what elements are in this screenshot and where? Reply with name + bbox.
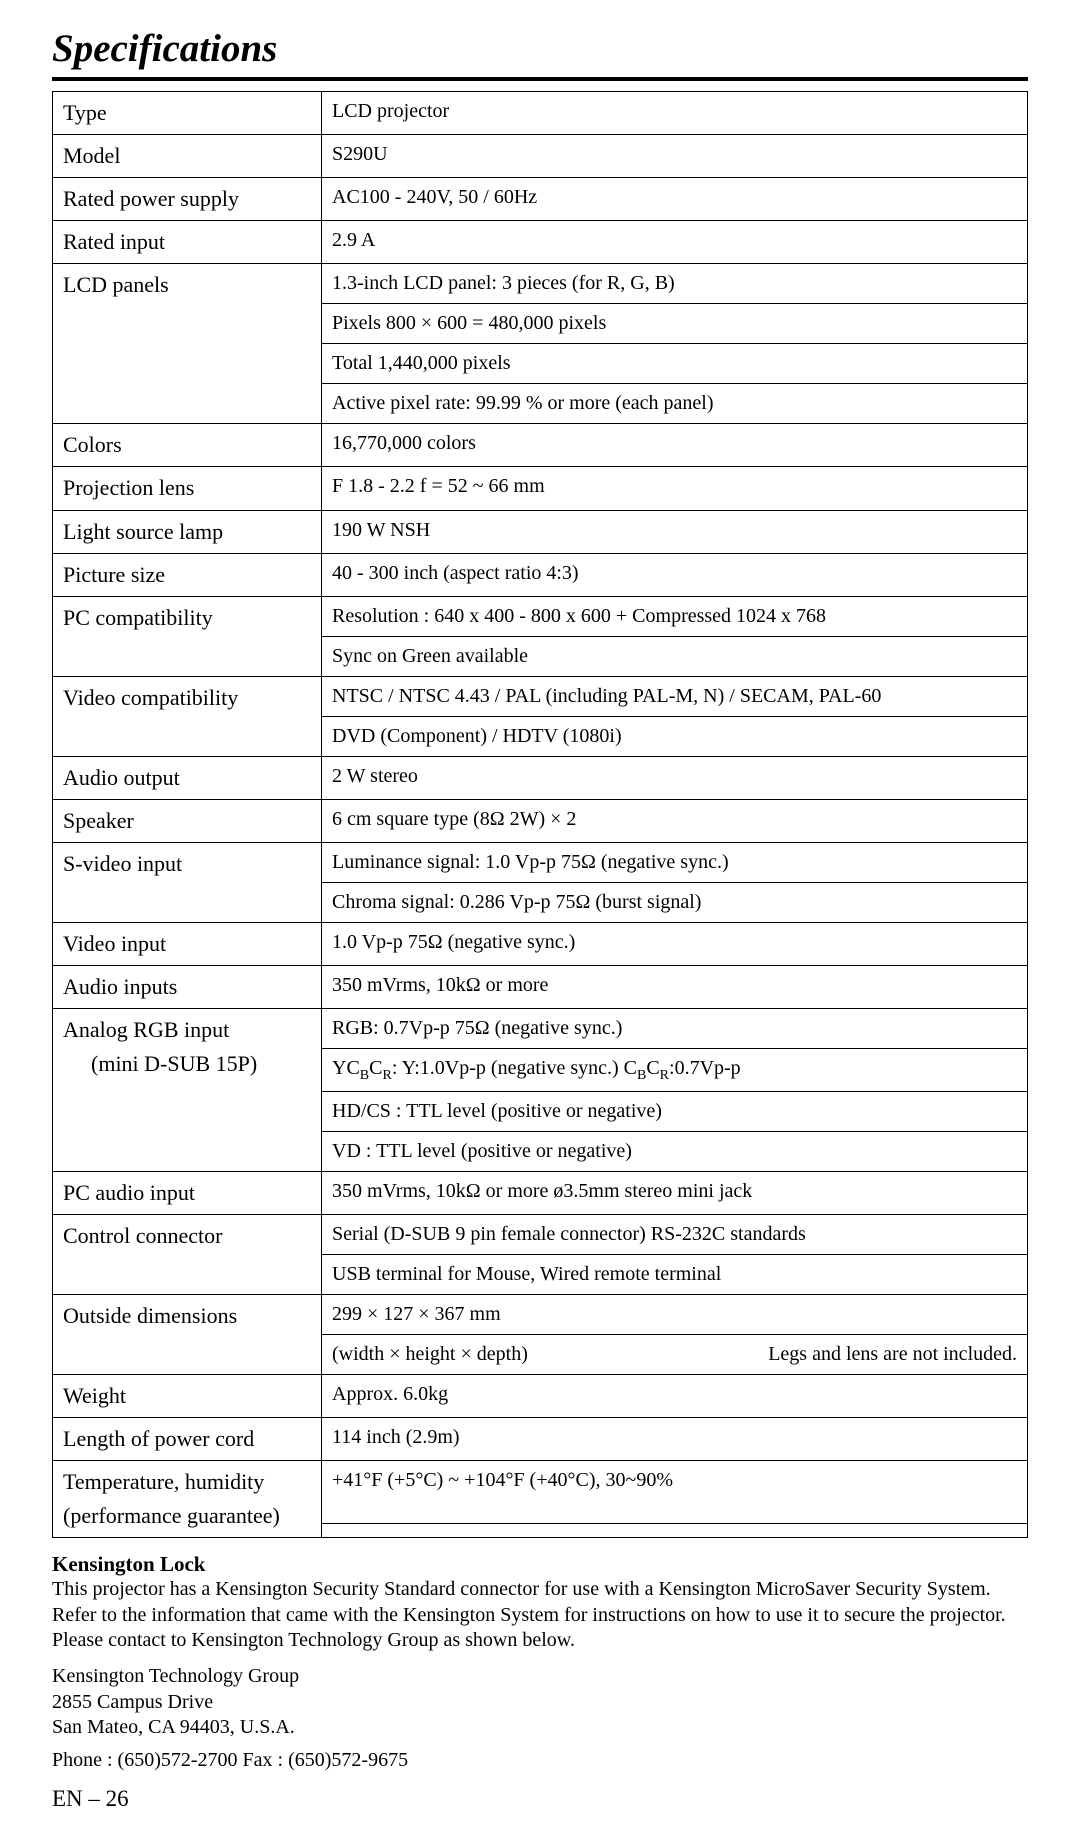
spec-label: PC audio input [53, 1171, 322, 1214]
spec-label: LCD panels [53, 264, 322, 424]
kensington-note: Kensington Lock This projector has a Ken… [52, 1552, 1028, 1772]
spec-value: 1.0 Vp-p 75Ω (negative sync.) [322, 922, 1028, 965]
kensington-body: This projector has a Kensington Security… [52, 1577, 1028, 1654]
title-rule [52, 77, 1028, 81]
spec-label: Audio output [53, 756, 322, 799]
page: Specifications TypeLCD projectorModelS29… [0, 0, 1080, 1838]
spec-value: DVD (Component) / HDTV (1080i) [322, 716, 1028, 756]
spec-value: Sync on Green available [322, 636, 1028, 676]
spec-value: Luminance signal: 1.0 Vp-p 75Ω (negative… [322, 842, 1028, 882]
kensington-address: Kensington Technology Group 2855 Campus … [52, 1664, 1028, 1741]
spec-value: RGB: 0.7Vp-p 75Ω (negative sync.) [322, 1009, 1028, 1049]
spec-label: Audio inputs [53, 966, 322, 1009]
spec-value: 6 cm square type (8Ω 2W) × 2 [322, 799, 1028, 842]
spec-label: S-video input [53, 842, 322, 922]
spec-label: Control connector [53, 1214, 322, 1294]
spec-label: Colors [53, 424, 322, 467]
spec-label: Picture size [53, 553, 322, 596]
spec-value: 190 W NSH [322, 510, 1028, 553]
spec-label: Temperature, humidity(performance guaran… [53, 1461, 322, 1538]
spec-value: Serial (D-SUB 9 pin female connector) RS… [322, 1214, 1028, 1254]
spec-value: Active pixel rate: 99.99 % or more (each… [322, 384, 1028, 424]
spec-value: +41°F (+5°C) ~ +104°F (+40°C), 30~90% [322, 1461, 1028, 1524]
spec-label: Speaker [53, 799, 322, 842]
spec-value: Pixels 800 × 600 = 480,000 pixels [322, 304, 1028, 344]
spec-label: Light source lamp [53, 510, 322, 553]
spec-label: Rated input [53, 221, 322, 264]
spec-label: Length of power cord [53, 1418, 322, 1461]
spec-value: USB terminal for Mouse, Wired remote ter… [322, 1254, 1028, 1294]
address-line: San Mateo, CA 94403, U.S.A. [52, 1715, 1028, 1741]
spec-value: 350 mVrms, 10kΩ or more ø3.5mm stereo mi… [322, 1171, 1028, 1214]
spec-value: 350 mVrms, 10kΩ or more [322, 966, 1028, 1009]
spec-label: Weight [53, 1374, 322, 1417]
address-line: Kensington Technology Group [52, 1664, 1028, 1690]
spec-label: Projection lens [53, 467, 322, 510]
spec-value: 2.9 A [322, 221, 1028, 264]
spec-label: Model [53, 135, 322, 178]
spec-value: AC100 - 240V, 50 / 60Hz [322, 178, 1028, 221]
spec-value: S290U [322, 135, 1028, 178]
spec-label: Video input [53, 922, 322, 965]
spec-label: PC compatibility [53, 596, 322, 676]
spec-value: F 1.8 - 2.2 f = 52 ~ 66 mm [322, 467, 1028, 510]
spec-value [322, 1524, 1028, 1538]
spec-label: Outside dimensions [53, 1294, 322, 1374]
spec-value: Approx. 6.0kg [322, 1374, 1028, 1417]
spec-value: (width × height × depth)Legs and lens ar… [322, 1334, 1028, 1374]
spec-label: Type [53, 92, 322, 135]
spec-value: YCBCR: Y:1.0Vp-p (negative sync.) CBCR:0… [322, 1049, 1028, 1092]
spec-value: Resolution : 640 x 400 - 800 x 600 + Com… [322, 596, 1028, 636]
spec-value: 114 inch (2.9m) [322, 1418, 1028, 1461]
spec-value: 40 - 300 inch (aspect ratio 4:3) [322, 553, 1028, 596]
spec-label: Rated power supply [53, 178, 322, 221]
spec-value: LCD projector [322, 92, 1028, 135]
page-title: Specifications [52, 26, 1028, 71]
spec-value: Chroma signal: 0.286 Vp-p 75Ω (burst sig… [322, 882, 1028, 922]
spec-value: HD/CS : TTL level (positive or negative) [322, 1091, 1028, 1131]
spec-table-body: TypeLCD projectorModelS290URated power s… [53, 92, 1028, 1538]
spec-value: 16,770,000 colors [322, 424, 1028, 467]
spec-label: Analog RGB input(mini D-SUB 15P) [53, 1009, 322, 1172]
spec-label: Video compatibility [53, 676, 322, 756]
kensington-phone: Phone : (650)572-2700 Fax : (650)572-967… [52, 1749, 1028, 1772]
spec-table: TypeLCD projectorModelS290URated power s… [52, 91, 1028, 1538]
spec-value: 2 W stereo [322, 756, 1028, 799]
spec-value: Total 1,440,000 pixels [322, 344, 1028, 384]
spec-value: VD : TTL level (positive or negative) [322, 1131, 1028, 1171]
spec-value: 299 × 127 × 367 mm [322, 1294, 1028, 1334]
page-number: EN – 26 [52, 1786, 1028, 1812]
spec-value: NTSC / NTSC 4.43 / PAL (including PAL-M,… [322, 676, 1028, 716]
spec-value: 1.3-inch LCD panel: 3 pieces (for R, G, … [322, 264, 1028, 304]
kensington-heading: Kensington Lock [52, 1552, 1028, 1577]
address-line: 2855 Campus Drive [52, 1690, 1028, 1716]
